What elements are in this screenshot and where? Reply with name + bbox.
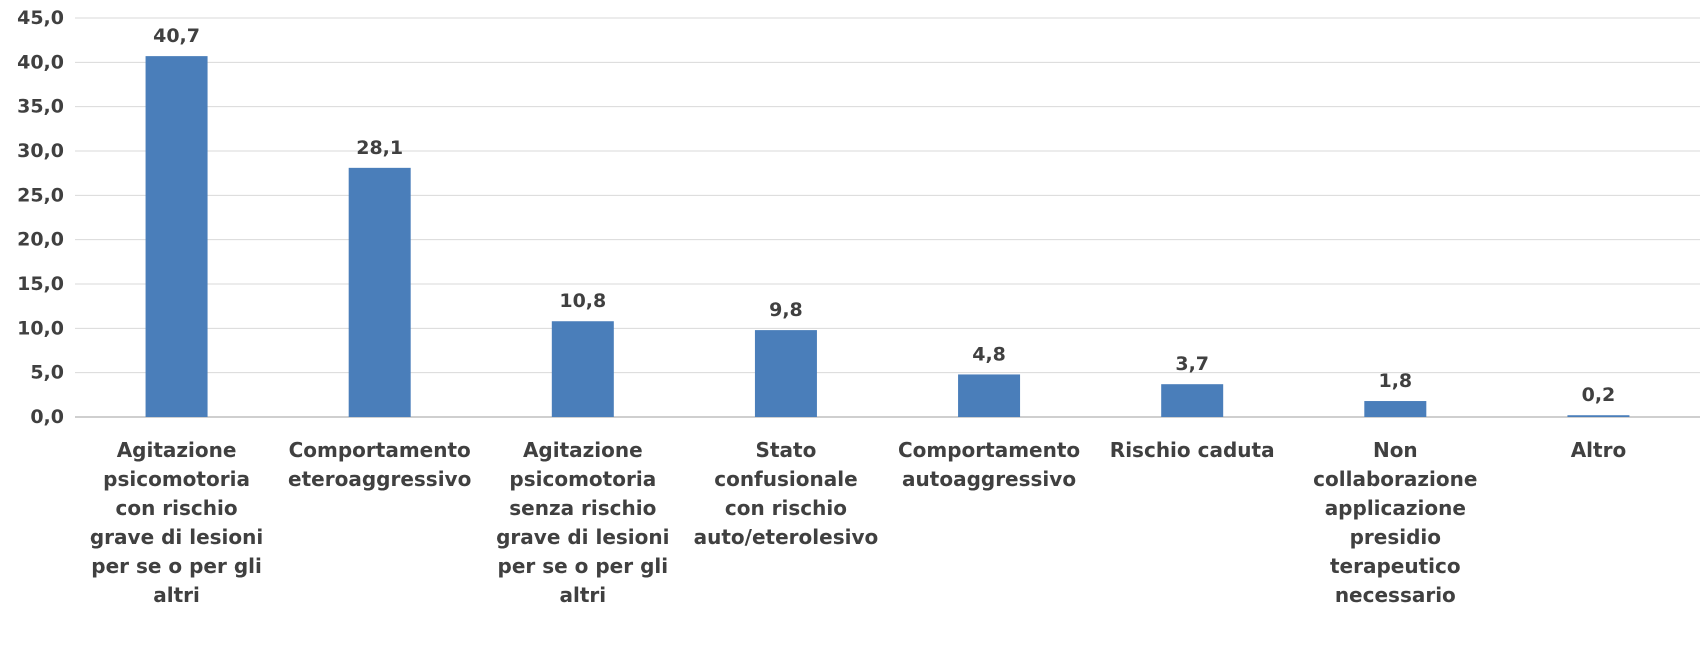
y-tick-label: 5,0 (30, 362, 64, 384)
y-tick-label: 20,0 (17, 229, 64, 251)
bar (1161, 384, 1224, 417)
y-tick-label: 0,0 (30, 406, 64, 428)
data-label: 0,2 (1582, 384, 1616, 406)
x-tick-label: Agitazione psicomotoria con rischio grav… (89, 438, 264, 607)
y-tick-label: 10,0 (17, 317, 64, 339)
bar (1364, 401, 1427, 417)
bar (145, 56, 208, 417)
x-tick-label: Agitazione psicomotoria senza rischio gr… (496, 438, 670, 607)
y-tick-label: 15,0 (17, 273, 64, 295)
y-axis: 0,0 5,0 10,0 15,0 20,0 25,0 30,0 35,0 40,0 45,0 (17, 7, 64, 428)
bar (551, 321, 614, 417)
x-tick-label: Stato confusionale con rischio auto/eter… (693, 438, 879, 549)
bars (145, 56, 1630, 417)
y-tick-label: 45,0 (17, 7, 64, 29)
y-tick-label: 30,0 (17, 140, 64, 162)
data-label: 3,7 (1175, 353, 1209, 375)
bar (1567, 415, 1630, 417)
x-tick-label: Altro (1570, 438, 1627, 462)
x-tick-label: Non collaborazione applicazione presidio… (1313, 438, 1478, 607)
data-label: 10,8 (559, 290, 606, 312)
bar (348, 167, 411, 417)
x-tick-label: Comportamento eteroaggressivo (288, 438, 472, 491)
y-tick-label: 25,0 (17, 184, 64, 206)
data-label: 1,8 (1378, 370, 1412, 392)
y-tick-label: 35,0 (17, 96, 64, 118)
data-label: 28,1 (356, 137, 403, 159)
data-label: 40,7 (153, 25, 200, 47)
y-tick-label: 40,0 (17, 51, 64, 73)
data-label: 9,8 (769, 299, 803, 321)
gridlines (75, 17, 1700, 418)
x-tick-label: Comportamento autoaggressivo (897, 438, 1081, 491)
x-tick-label: Rischio caduta (1109, 438, 1275, 462)
bar (754, 330, 817, 417)
data-label: 4,8 (972, 343, 1006, 365)
bar (958, 374, 1021, 417)
data-labels: 40,7 28,1 10,8 9,8 4,8 3,7 1,8 0,2 (153, 25, 1615, 406)
